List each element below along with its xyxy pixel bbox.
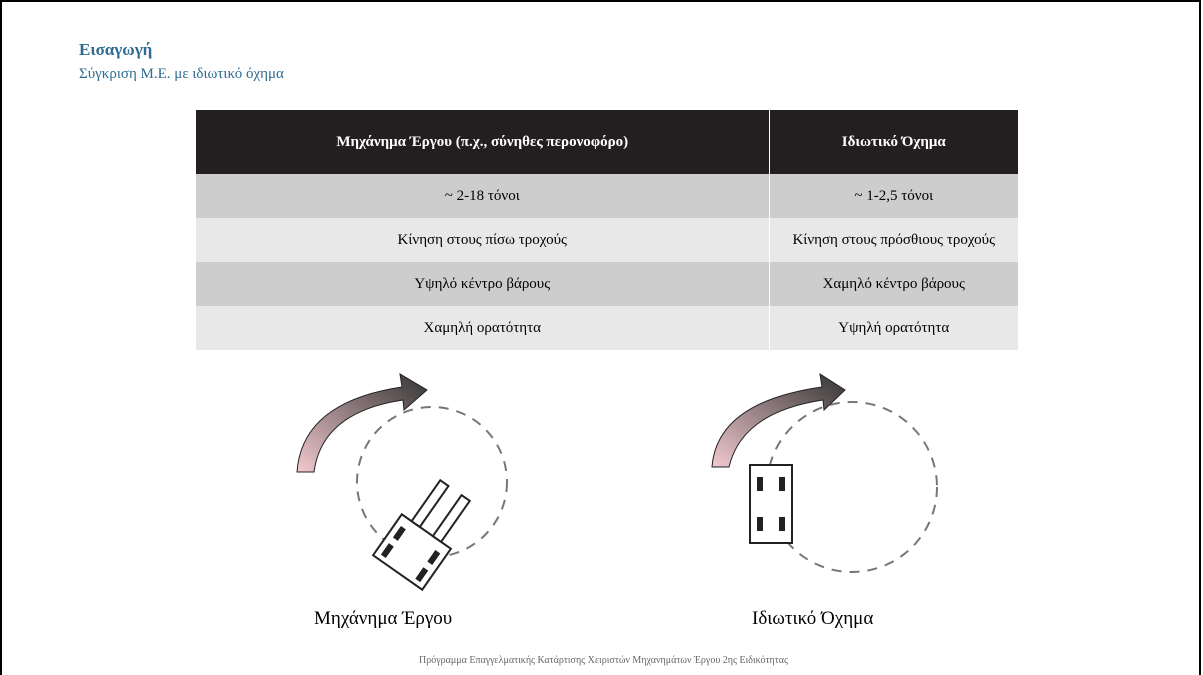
cell: Χαμηλή ορατότητα: [196, 306, 770, 350]
column-header: Μηχάνημα Έργου (π.χ., σύνηθες περονοφόρο…: [196, 110, 770, 174]
cell: Κίνηση στους πρόσθιους τροχούς: [769, 218, 1020, 262]
subtitle: Σύγκριση Μ.Ε. με ιδιωτικό όχημα: [79, 66, 284, 82]
cell: ~ 2-18 τόνοι: [196, 174, 770, 218]
cell: Υψηλή ορατότητα: [769, 306, 1020, 350]
car-diagram: [711, 372, 938, 573]
cell: Υψηλό κέντρο βάρους: [196, 262, 770, 306]
illustrations: [296, 372, 938, 592]
forklift-diagram: [296, 373, 508, 592]
cell: ~ 1-2,5 τόνοι: [769, 174, 1020, 218]
cell: Κίνηση στους πίσω τροχούς: [196, 218, 770, 262]
footer: Πρόγραμμα Επαγγελματικής Κατάρτισης Χειρ…: [419, 655, 788, 666]
column-header: Ιδιωτικό Όχημα: [769, 110, 1020, 174]
title: Εισαγωγή: [79, 40, 153, 59]
figure-caption: Ιδιωτικό Όχημα: [752, 608, 874, 629]
comparison-table: Μηχάνημα Έργου (π.χ., σύνηθες περονοφόρο…: [196, 110, 1020, 350]
figure-caption: Μηχάνημα Έργου: [314, 608, 453, 629]
cell: Χαμηλό κέντρο βάρους: [769, 262, 1020, 306]
